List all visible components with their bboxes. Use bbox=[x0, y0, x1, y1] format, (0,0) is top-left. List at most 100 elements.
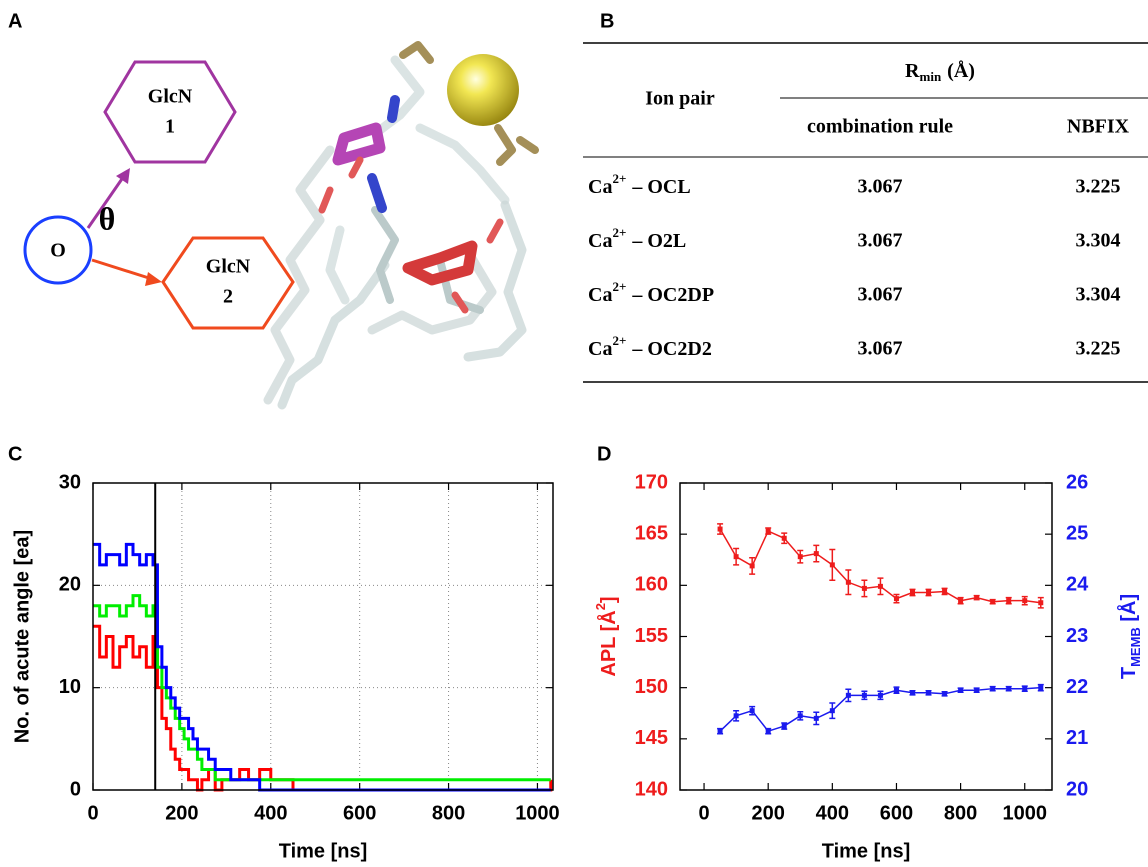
oxygen bbox=[322, 160, 500, 310]
marker bbox=[990, 599, 995, 604]
sugar-ring bbox=[408, 246, 472, 280]
x-tick-label: 600 bbox=[343, 802, 376, 824]
x-tick-label: 1000 bbox=[515, 802, 560, 824]
marker bbox=[798, 713, 803, 718]
y2-tick-label: 23 bbox=[1066, 625, 1088, 647]
y-tick-label: 165 bbox=[635, 522, 668, 544]
marker bbox=[750, 708, 755, 713]
marker bbox=[830, 562, 835, 567]
marker bbox=[1038, 685, 1043, 690]
cell: 3.067 bbox=[858, 284, 903, 306]
subscript: min bbox=[920, 69, 942, 84]
marker bbox=[782, 536, 787, 541]
ion: Ca bbox=[588, 284, 612, 306]
ion-pair: Ca2+– O2L bbox=[588, 225, 686, 252]
x-tick-label: 600 bbox=[880, 802, 913, 824]
x-tick-label: 200 bbox=[752, 802, 785, 824]
marker bbox=[718, 729, 723, 734]
marker bbox=[814, 551, 819, 556]
arrow bbox=[92, 260, 152, 279]
marker bbox=[862, 586, 867, 591]
marker bbox=[750, 563, 755, 568]
marker bbox=[734, 554, 739, 559]
partner: – OC2DP bbox=[631, 284, 714, 306]
charge: 2+ bbox=[612, 279, 626, 294]
x-tick-label: 400 bbox=[254, 802, 287, 824]
marker bbox=[1022, 686, 1027, 691]
ion: Ca bbox=[588, 338, 612, 360]
series-line bbox=[93, 544, 551, 790]
marker bbox=[766, 529, 771, 534]
schematic: GlcN 1 GlcN 2 O θ bbox=[25, 62, 293, 328]
marker bbox=[766, 729, 771, 734]
symbol: R bbox=[905, 60, 920, 82]
header-cell: combination rule bbox=[807, 116, 953, 138]
marker bbox=[926, 590, 931, 595]
marker bbox=[734, 713, 739, 718]
cell: 3.067 bbox=[858, 338, 903, 360]
marker bbox=[1038, 600, 1043, 605]
arrow-head bbox=[145, 272, 162, 286]
y-tick-label: 145 bbox=[635, 727, 668, 749]
cell: 3.067 bbox=[858, 176, 903, 198]
molecule bbox=[268, 45, 535, 405]
ion: Ca bbox=[588, 176, 612, 198]
marker bbox=[846, 693, 851, 698]
y-tick-label: 150 bbox=[635, 676, 668, 698]
panel-label: C bbox=[8, 443, 22, 465]
y2-tick-label: 25 bbox=[1066, 522, 1088, 544]
plot-frame bbox=[680, 483, 1052, 790]
superscript: 2 bbox=[593, 603, 608, 610]
y2-tick-label: 24 bbox=[1066, 574, 1089, 596]
marker bbox=[974, 595, 979, 600]
marker bbox=[1022, 598, 1027, 603]
partner: – OC2D2 bbox=[631, 338, 711, 360]
panel-label: B bbox=[600, 10, 614, 32]
charge: 2+ bbox=[612, 225, 626, 240]
marker bbox=[846, 580, 851, 585]
x-tick-label: 800 bbox=[944, 802, 977, 824]
label-text: [Å] bbox=[1116, 594, 1140, 627]
label-text: T bbox=[1118, 667, 1140, 679]
x-tick-label: 800 bbox=[432, 802, 465, 824]
marker bbox=[878, 693, 883, 698]
y-tick-label: 10 bbox=[59, 676, 81, 698]
marker bbox=[782, 724, 787, 729]
marker bbox=[910, 590, 915, 595]
y2-tick-label: 26 bbox=[1066, 471, 1088, 493]
marker bbox=[990, 686, 995, 691]
cell: 3.304 bbox=[1076, 230, 1121, 252]
x-axis-label: Time [ns] bbox=[279, 840, 368, 862]
calcium-ion bbox=[447, 54, 519, 126]
y-tick-label: 170 bbox=[635, 471, 668, 493]
panel-label: A bbox=[8, 10, 22, 32]
ring-name: GlcN bbox=[206, 256, 251, 278]
cell: 3.225 bbox=[1076, 338, 1121, 360]
marker bbox=[718, 527, 723, 532]
marker bbox=[910, 690, 915, 695]
ion-pair: Ca2+– OC2D2 bbox=[588, 333, 712, 360]
header-cell: Ion pair bbox=[645, 88, 715, 110]
ion: Ca bbox=[588, 230, 612, 252]
cell: 3.304 bbox=[1076, 284, 1121, 306]
unit: (Å) bbox=[947, 59, 975, 82]
marker bbox=[862, 693, 867, 698]
marker bbox=[830, 708, 835, 713]
angle-label: θ bbox=[99, 200, 116, 236]
figure: A B C D GlcN 1 GlcN 2 O θ bbox=[0, 0, 1148, 867]
marker bbox=[958, 598, 963, 603]
ring-number: 1 bbox=[165, 116, 175, 138]
subscript: MEMB bbox=[1128, 627, 1143, 667]
x-tick-label: 400 bbox=[816, 802, 849, 824]
partner: – OCL bbox=[631, 176, 690, 198]
chart: 0200400600800100014014515015516016517020… bbox=[593, 471, 1143, 862]
sugar-ring bbox=[338, 128, 380, 160]
cell: 3.225 bbox=[1076, 176, 1121, 198]
table: Ion pair Rmin(Å) combination rule NBFIX … bbox=[583, 43, 1148, 382]
origin-label: O bbox=[50, 240, 66, 262]
x-tick-label: 1000 bbox=[1002, 802, 1047, 824]
ring-number: 2 bbox=[223, 286, 233, 308]
marker bbox=[942, 589, 947, 594]
